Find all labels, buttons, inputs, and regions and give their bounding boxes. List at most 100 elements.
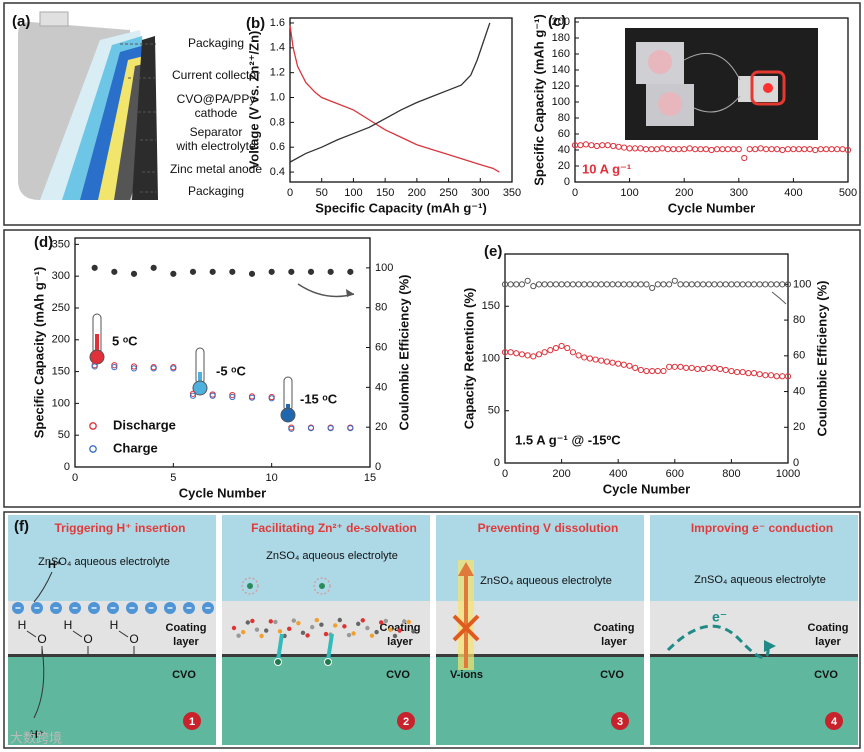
panel-title: Preventing V dissolution [478,521,619,535]
data-point [582,141,590,148]
data-point [615,360,622,367]
y-tick-label: 0 [494,457,500,469]
y-tick-label: 0.4 [270,166,285,178]
x-tick-label: 1000 [776,468,800,480]
x-tick-label: 150 [376,187,394,199]
ion-label: V-ions [450,669,483,681]
x-tick-label: 15 [364,472,376,484]
y-tick-label: 200 [552,16,570,28]
data-point [648,146,655,153]
component-label: CVO@PA/PPy [177,92,256,106]
data-point [757,145,764,152]
arrow [33,571,53,603]
data-point [632,364,639,372]
polymer-atom [411,629,416,634]
data-point [702,146,710,153]
data-point [784,281,792,288]
solvated-zn [241,577,259,595]
data-point [288,268,295,275]
polymer-atom [365,625,370,631]
data-point [671,363,678,370]
data-point [812,146,819,154]
data-point [688,281,695,288]
x-tick-label: 10 [266,472,278,484]
polymer-atom [236,633,241,638]
component-label: Packaging [188,184,244,198]
data-point [637,145,644,152]
data-point [823,146,830,153]
data-point [649,367,656,375]
data-point [773,281,780,288]
panel-frame [3,511,861,749]
number-badge [183,712,201,730]
data-point [762,281,769,288]
data-point [150,264,157,271]
data-point [806,146,813,153]
data-point [675,146,682,153]
data-point [705,281,712,288]
data-point [773,373,780,380]
data-point [711,364,718,372]
component-label: Separator [190,125,243,139]
zn-ion [274,658,282,666]
data-point [677,281,684,288]
coating-label: Coating [594,622,635,634]
x-tick-label: 50 [316,187,328,199]
y-tick-label: 40 [558,144,570,156]
data-point [541,349,548,356]
number-badge [825,712,843,730]
block-cross [452,614,480,642]
y-tick-label: 60 [558,128,570,140]
data-point [654,281,661,288]
y-axis-title: Voltage (V vs. Zn²⁺/Zn) [246,31,261,170]
data-point [626,281,633,288]
data-point [547,347,554,354]
arrow-head [458,562,474,576]
panel-title: Triggering H⁺ insertion [54,521,185,535]
annotation: -5 ᵒC [216,363,247,378]
data-point [603,281,610,288]
y2-tick-label: 60 [375,341,387,353]
y-axis-title: Specific Capacity (mAh g⁻¹) [531,14,546,186]
arrow [771,291,787,305]
data-point [697,146,704,153]
data-point [552,344,560,352]
mechanism-panels: Triggering H⁺ insertion ZnSO₄ aqueous ele… [8,515,858,745]
legend-label: Charge [113,440,158,455]
watermark: 大数跨境 [10,730,62,745]
atom-label: O [129,632,138,646]
y-tick-label: 180 [552,32,570,44]
component-label: with electrolyte [175,139,256,153]
y2-tick-label: 0 [793,457,799,469]
component-label: Zinc metal anode [170,162,262,176]
polymer-atom [383,618,388,624]
y2-axis-title: Coulombic Efficiency (%) [396,274,411,430]
interface [222,654,430,657]
polymer-atom [379,620,384,625]
data-point [773,146,781,153]
legend-label: Discharge [113,417,176,432]
annotation: 1.5 A g⁻¹ @ -15ºC [515,432,621,447]
polymer-atom [264,628,269,633]
substrate-label: CVO [814,669,838,681]
data-point [632,281,639,288]
data-point [700,365,707,373]
electrolyte-label: ZnSO₄ aqueous electrolyte [38,556,170,568]
number-label: 4 [831,716,838,728]
data-point [513,281,520,288]
data-point [111,362,118,369]
polymer-atom [402,619,407,624]
x-axis-title: Cycle Number [179,485,266,500]
atom-label: H [110,618,119,632]
data-point [779,146,786,154]
panel-label: (b) [246,15,265,32]
polymer-atom [300,630,306,636]
data-point [552,281,560,288]
data-point [688,364,695,372]
zn-ion [319,583,325,589]
data-point [620,281,627,288]
component-label: Packaging [188,36,244,50]
polymer-atom [254,627,260,632]
thermometer [89,313,296,423]
data-point [307,425,315,432]
